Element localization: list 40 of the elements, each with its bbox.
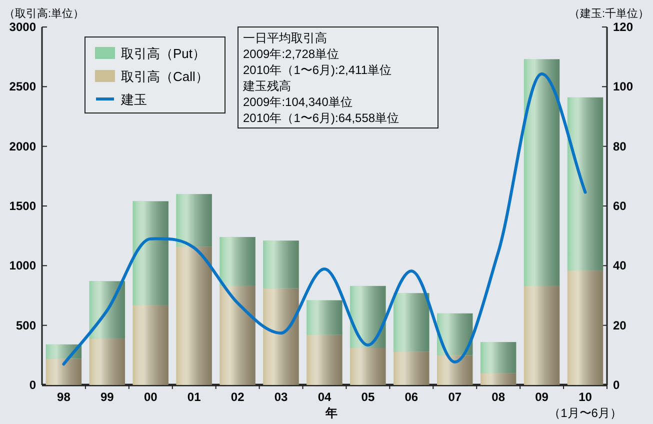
x-tick-label: 04: [318, 390, 332, 404]
y2-tick-label: 40: [613, 258, 627, 273]
x-tick-label: 05: [361, 390, 375, 404]
y-tick-label: 1000: [9, 258, 36, 273]
legend-label: 取引高（Call）: [121, 69, 208, 84]
x-tick-label: 09: [535, 390, 549, 404]
y-tick-label: 1500: [9, 199, 36, 213]
y-tick-label: 2500: [9, 80, 36, 94]
y2-tick-label: 20: [613, 318, 627, 332]
y-tick-label: 3000: [9, 20, 36, 34]
y2-tick-label: 80: [613, 139, 627, 154]
x-tick-label: 10: [578, 390, 592, 404]
x-tick-label: 99: [100, 390, 114, 404]
y-axis-title: （取引高:単位）: [4, 7, 84, 20]
x-tick-label: 01: [187, 390, 202, 404]
y-tick-label: 0: [29, 378, 36, 392]
x-tick-label: 03: [274, 390, 288, 404]
y2-tick-label: 0: [613, 378, 620, 392]
y-tick-label: 500: [16, 318, 36, 332]
x-tick-label: 07: [448, 390, 462, 404]
y2-tick-label: 120: [613, 20, 634, 34]
y2-tick-label: 100: [613, 80, 634, 94]
annotation: 建玉残高: [242, 79, 291, 93]
x-tick-label: 06: [404, 390, 418, 404]
y2-tick-label: 60: [613, 199, 627, 213]
annotation: 一日平均取引高: [243, 31, 327, 45]
legend-label: 建玉: [120, 92, 147, 107]
y2-axis-title: （建玉:千単位）: [568, 7, 649, 20]
annotation: 2009年:2,728単位: [243, 47, 340, 61]
annotation: 2010年（1〜6月):64,558単位: [243, 111, 400, 125]
annotation: 2010年（1〜6月):2,411単位: [243, 63, 392, 77]
text: （1月〜6月）: [548, 406, 622, 420]
x-tick-label: 00: [144, 390, 158, 404]
x-tick-label: 98: [57, 390, 71, 404]
annotation: 2009年:104,340単位: [243, 95, 352, 109]
x-axis-title: 年: [324, 406, 338, 420]
y-tick-label: 2000: [9, 139, 36, 154]
x-tick-label: 02: [230, 390, 245, 404]
legend-label: 取引高（Put）: [121, 46, 206, 61]
x-tick-label: 08: [492, 390, 506, 404]
